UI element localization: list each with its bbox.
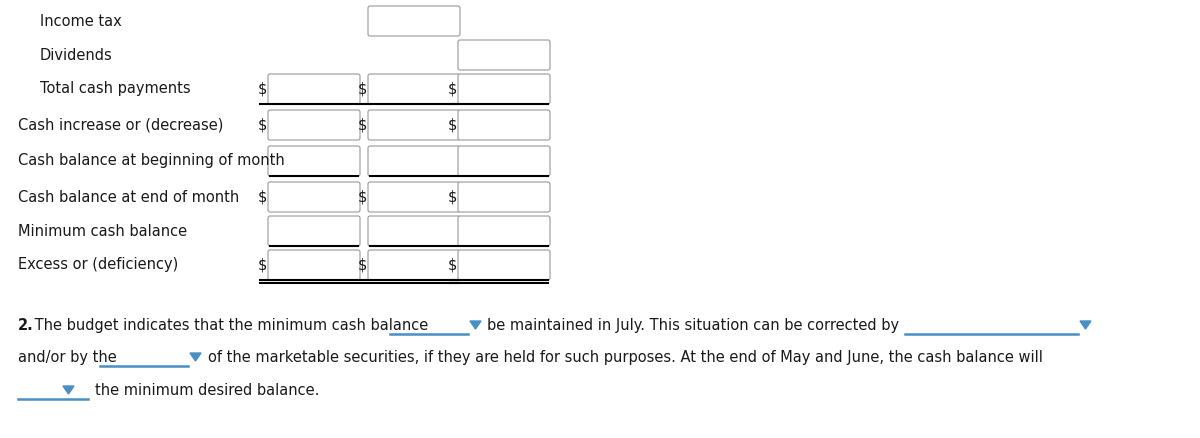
- FancyBboxPatch shape: [458, 110, 550, 140]
- FancyBboxPatch shape: [368, 110, 460, 140]
- FancyBboxPatch shape: [268, 216, 360, 246]
- Text: $: $: [358, 117, 367, 133]
- FancyBboxPatch shape: [458, 40, 550, 70]
- FancyBboxPatch shape: [458, 216, 550, 246]
- Text: $: $: [448, 81, 457, 96]
- Text: and/or by the: and/or by the: [18, 350, 116, 365]
- Text: $: $: [258, 117, 266, 133]
- Text: 2.: 2.: [18, 318, 34, 333]
- Text: Cash increase or (decrease): Cash increase or (decrease): [18, 117, 223, 133]
- Text: Cash balance at end of month: Cash balance at end of month: [18, 190, 239, 205]
- FancyBboxPatch shape: [268, 146, 360, 176]
- Text: $: $: [448, 258, 457, 272]
- Text: $: $: [258, 258, 266, 272]
- FancyBboxPatch shape: [458, 250, 550, 280]
- Text: Excess or (deficiency): Excess or (deficiency): [18, 258, 179, 272]
- Text: be maintained in July. This situation can be corrected by: be maintained in July. This situation ca…: [487, 318, 899, 333]
- Text: Income tax: Income tax: [40, 14, 121, 28]
- FancyBboxPatch shape: [458, 74, 550, 104]
- Text: $: $: [448, 190, 457, 205]
- Text: Minimum cash balance: Minimum cash balance: [18, 223, 187, 239]
- Text: $: $: [358, 258, 367, 272]
- FancyBboxPatch shape: [368, 182, 460, 212]
- Polygon shape: [470, 321, 481, 329]
- Polygon shape: [190, 353, 202, 361]
- Text: $: $: [358, 190, 367, 205]
- FancyBboxPatch shape: [368, 216, 460, 246]
- Text: $: $: [448, 117, 457, 133]
- FancyBboxPatch shape: [458, 146, 550, 176]
- Text: Dividends: Dividends: [40, 47, 113, 63]
- FancyBboxPatch shape: [268, 110, 360, 140]
- Text: of the marketable securities, if they are held for such purposes. At the end of : of the marketable securities, if they ar…: [208, 350, 1043, 365]
- Text: $: $: [358, 81, 367, 96]
- Text: The budget indicates that the minimum cash balance: The budget indicates that the minimum ca…: [30, 318, 428, 333]
- FancyBboxPatch shape: [368, 250, 460, 280]
- FancyBboxPatch shape: [268, 74, 360, 104]
- FancyBboxPatch shape: [368, 146, 460, 176]
- Text: Cash balance at beginning of month: Cash balance at beginning of month: [18, 153, 284, 169]
- Polygon shape: [64, 386, 74, 394]
- FancyBboxPatch shape: [368, 74, 460, 104]
- FancyBboxPatch shape: [268, 250, 360, 280]
- Text: $: $: [258, 81, 266, 96]
- FancyBboxPatch shape: [268, 182, 360, 212]
- FancyBboxPatch shape: [368, 6, 460, 36]
- FancyBboxPatch shape: [458, 182, 550, 212]
- Text: Total cash payments: Total cash payments: [40, 81, 191, 96]
- Text: $: $: [258, 190, 266, 205]
- Polygon shape: [1080, 321, 1091, 329]
- Text: the minimum desired balance.: the minimum desired balance.: [95, 383, 319, 398]
